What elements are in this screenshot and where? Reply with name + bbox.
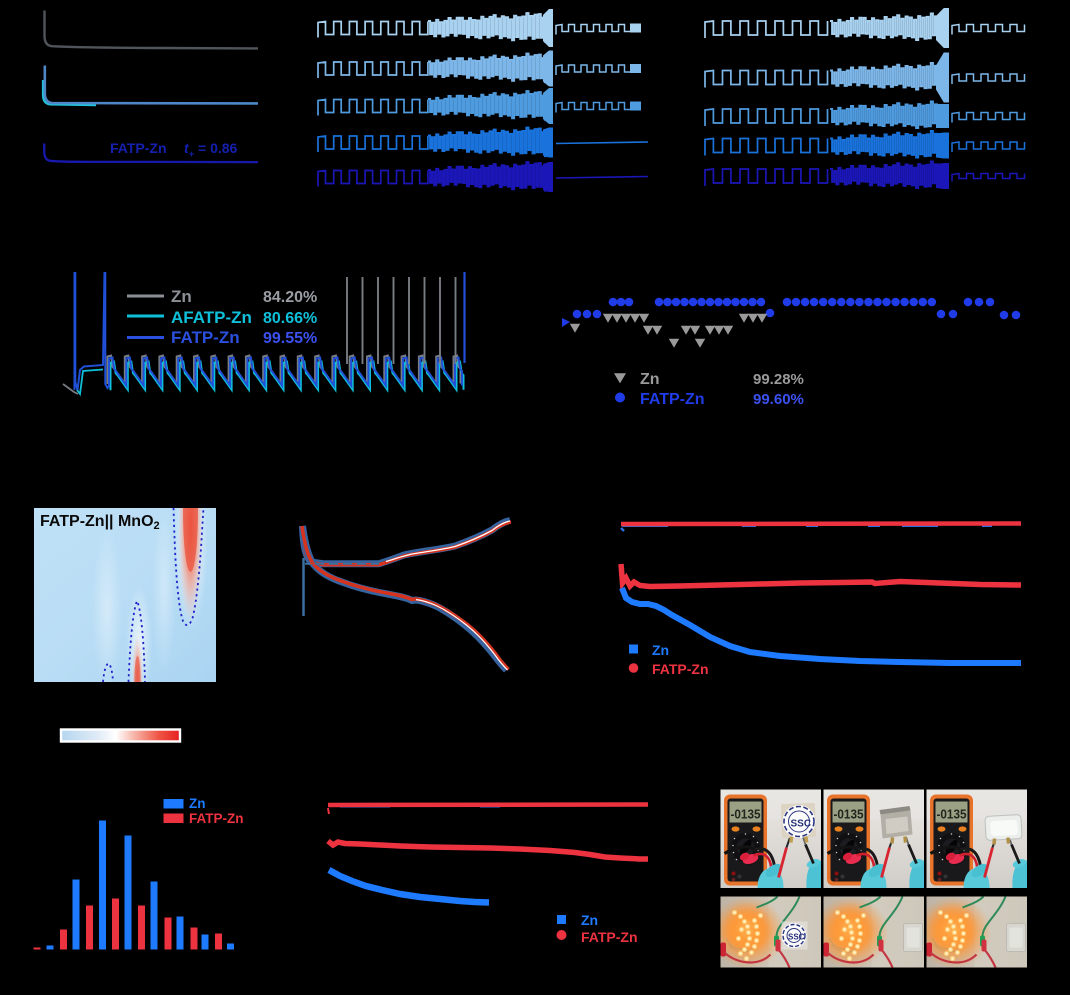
svg-text:-0135: -0135 [731,807,761,822]
svg-text:FATP-Zn: FATP-Zn [581,929,638,945]
svg-text:-0135: -0135 [834,807,864,822]
svg-text:99.28%: 99.28% [753,371,804,388]
svg-text:Zn: Zn [581,912,598,928]
svg-text:FATP-Zn: FATP-Zn [110,140,167,156]
svg-text:SSC: SSC [791,819,812,830]
svg-text:84.20%: 84.20% [263,289,317,306]
svg-text:t: t [184,140,190,156]
svg-text:FATP-Zn: FATP-Zn [189,811,244,826]
svg-text:80.66%: 80.66% [263,310,317,327]
svg-text:Zn: Zn [640,371,660,388]
svg-text:99.60%: 99.60% [753,391,804,408]
svg-text:-0135: -0135 [937,807,967,822]
svg-text:99.55%: 99.55% [263,330,317,347]
svg-text:FATP-Zn: FATP-Zn [652,661,709,677]
svg-text:= 0.86: = 0.86 [198,140,238,156]
svg-text:Zn: Zn [171,287,192,306]
svg-text:AFATP-Zn: AFATP-Zn [171,308,252,327]
svg-text:FATP-Zn: FATP-Zn [640,391,705,408]
svg-text:Zn: Zn [652,642,669,658]
svg-text:+: + [189,149,194,159]
svg-text:SSC: SSC [788,933,805,942]
svg-text:Zn: Zn [189,796,206,811]
svg-text:FATP-Zn: FATP-Zn [171,328,240,347]
svg-text:FATP-Zn|| MnO2: FATP-Zn|| MnO2 [40,513,160,532]
